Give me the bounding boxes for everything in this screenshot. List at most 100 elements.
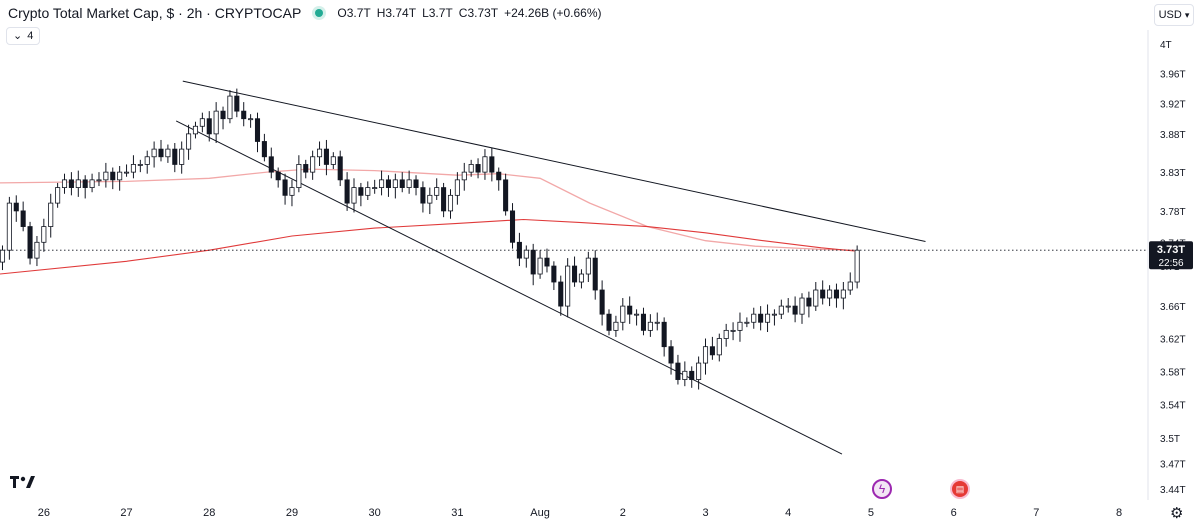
candle[interactable]: [654, 312, 660, 331]
candle[interactable]: [20, 201, 26, 232]
candle[interactable]: [234, 88, 240, 118]
candle[interactable]: [620, 298, 626, 331]
candle[interactable]: [647, 314, 653, 337]
candle[interactable]: [303, 159, 309, 179]
flash-event-icon[interactable]: ϟ: [872, 479, 892, 499]
candle[interactable]: [758, 306, 764, 331]
candle[interactable]: [640, 307, 647, 336]
gear-icon[interactable]: ⚙: [1170, 505, 1184, 522]
candle[interactable]: [634, 309, 640, 326]
candle[interactable]: [523, 245, 529, 268]
candle[interactable]: [565, 258, 571, 318]
candle[interactable]: [323, 139, 329, 176]
candle[interactable]: [372, 179, 378, 194]
candle[interactable]: [124, 164, 130, 177]
candle[interactable]: [854, 245, 860, 289]
candle[interactable]: [799, 293, 805, 324]
candle[interactable]: [592, 250, 598, 300]
candle[interactable]: [199, 112, 205, 133]
candle[interactable]: [751, 307, 757, 329]
candle[interactable]: [509, 203, 516, 249]
candle[interactable]: [716, 333, 722, 362]
candle[interactable]: [806, 291, 812, 318]
candle[interactable]: [158, 139, 164, 162]
candle[interactable]: [406, 170, 412, 194]
candle[interactable]: [344, 172, 350, 211]
candle[interactable]: [41, 218, 47, 252]
candle[interactable]: [820, 280, 826, 305]
trendline-upper[interactable]: [182, 80, 926, 242]
candle[interactable]: [420, 181, 426, 213]
candle[interactable]: [785, 298, 791, 313]
candle[interactable]: [827, 285, 833, 307]
currency-select[interactable]: USD ▾: [1154, 4, 1194, 26]
tradingview-logo-icon[interactable]: [10, 471, 36, 495]
candle[interactable]: [482, 149, 488, 180]
candle[interactable]: [613, 315, 619, 337]
candle[interactable]: [110, 167, 116, 190]
candle[interactable]: [833, 283, 839, 308]
candle[interactable]: [282, 173, 288, 205]
candle[interactable]: [792, 296, 798, 323]
candle[interactable]: [6, 196, 12, 260]
candle[interactable]: [709, 336, 715, 360]
candle[interactable]: [585, 251, 591, 283]
candle[interactable]: [447, 189, 454, 219]
candle[interactable]: [75, 170, 81, 197]
candle[interactable]: [544, 248, 550, 273]
time-axis[interactable]: 26 27 28 29 30 31 Aug 2 3 4 5 6 7 8: [38, 507, 1122, 519]
candle[interactable]: [34, 235, 40, 267]
candle[interactable]: [179, 141, 185, 174]
candle[interactable]: [385, 175, 391, 197]
candle[interactable]: [0, 245, 6, 271]
candle[interactable]: [661, 317, 667, 357]
candle[interactable]: [27, 221, 33, 265]
candle[interactable]: [537, 250, 543, 279]
candle[interactable]: [530, 243, 536, 286]
candle[interactable]: [268, 147, 274, 179]
candle[interactable]: [778, 299, 784, 320]
candle[interactable]: [192, 121, 199, 139]
candle[interactable]: [578, 269, 584, 289]
candle[interactable]: [813, 282, 819, 311]
candle[interactable]: [413, 175, 419, 196]
candle[interactable]: [771, 309, 777, 326]
candle[interactable]: [461, 162, 467, 191]
candle[interactable]: [137, 159, 143, 173]
candle[interactable]: [675, 354, 681, 385]
candle[interactable]: [206, 111, 212, 142]
candle[interactable]: [227, 90, 233, 124]
candle[interactable]: [365, 181, 371, 201]
candle[interactable]: [165, 144, 171, 163]
candle[interactable]: [516, 232, 522, 267]
candle[interactable]: [144, 150, 150, 174]
candle[interactable]: [702, 338, 709, 375]
candle[interactable]: [765, 304, 771, 333]
candle[interactable]: [96, 172, 102, 187]
candle[interactable]: [682, 361, 688, 387]
candle[interactable]: [551, 261, 557, 291]
candle[interactable]: [103, 162, 109, 188]
candle[interactable]: [310, 150, 316, 180]
candle[interactable]: [454, 172, 460, 205]
candle[interactable]: [61, 173, 68, 194]
candle[interactable]: [254, 112, 261, 153]
candle[interactable]: [847, 272, 853, 295]
candle[interactable]: [172, 143, 178, 173]
candle[interactable]: [840, 282, 846, 310]
candle[interactable]: [730, 322, 736, 341]
candle[interactable]: [351, 178, 357, 213]
candle[interactable]: [48, 193, 54, 238]
candle[interactable]: [186, 124, 192, 160]
candle[interactable]: [606, 309, 612, 336]
candle[interactable]: [151, 141, 157, 168]
candle[interactable]: [296, 155, 302, 193]
candle[interactable]: [434, 178, 440, 201]
candle[interactable]: [572, 256, 578, 287]
trendline-lower[interactable]: [175, 120, 843, 455]
candle[interactable]: [696, 356, 702, 390]
candle[interactable]: [668, 340, 674, 375]
candle[interactable]: [489, 147, 495, 182]
candle[interactable]: [503, 173, 509, 216]
